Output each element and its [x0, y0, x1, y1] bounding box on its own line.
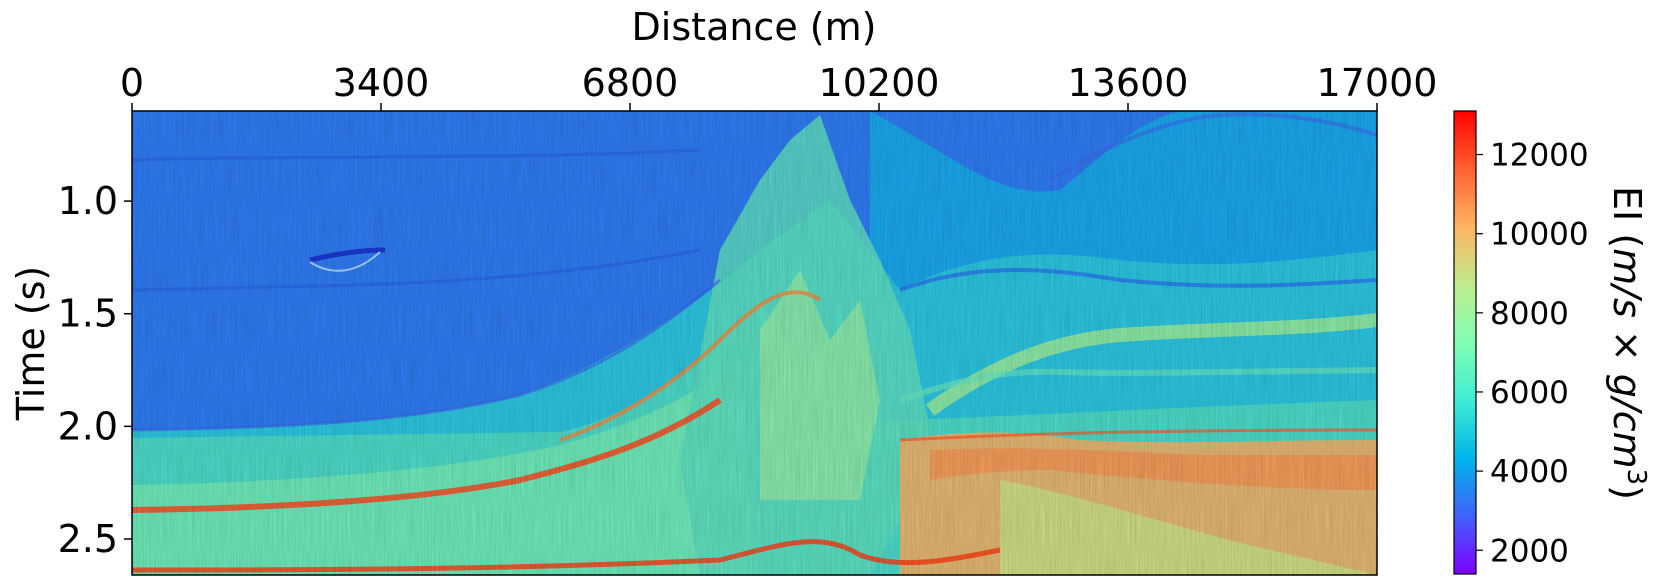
colorbar-tick-label: 8000	[1490, 296, 1569, 332]
x-tick-label: 10200	[819, 61, 940, 105]
colorbar-label-close: )	[1605, 485, 1649, 500]
colorbar-tick-label: 4000	[1490, 454, 1569, 490]
x-tick-label: 3400	[333, 61, 430, 105]
heatmap-grain	[132, 111, 1377, 575]
x-axis-ticks: 0 3400 6800 10200 13600 17000	[120, 61, 1438, 111]
plot-frame	[131, 110, 1378, 576]
colorbar-gradient	[1453, 110, 1477, 575]
colorbar-label-plain: EI (	[1605, 186, 1649, 248]
heatmap-plot	[132, 111, 1377, 575]
x-tick-label: 17000	[1317, 61, 1438, 105]
y-axis-ticks: 1.0 1.5 2.0 2.5	[58, 179, 132, 561]
x-tick-label: 0	[120, 61, 144, 105]
x-axis-label: Distance (m)	[632, 5, 877, 49]
colorbar-tick-label: 2000	[1490, 533, 1569, 569]
y-tick-label: 2.5	[58, 517, 118, 561]
y-tick-label: 1.5	[58, 292, 118, 336]
x-tick-label: 6800	[582, 61, 679, 105]
y-axis-label: Time (s)	[9, 266, 53, 422]
y-tick-label: 1.0	[58, 179, 118, 223]
colorbar-tick-label: 6000	[1490, 375, 1569, 411]
colorbar-label-sup: 3	[1621, 469, 1651, 486]
colorbar: 2000 4000 6000 8000 10000 12000 EI (m/s × g/c…	[1453, 110, 1651, 575]
colorbar-label: EI (m/s × g/cm3)	[1605, 186, 1651, 500]
colorbar-ticks: 2000 4000 6000 8000 10000 12000	[1476, 138, 1589, 569]
colorbar-label-math: m/s × g/cm	[1605, 248, 1649, 468]
y-tick-label: 2.0	[58, 404, 118, 448]
x-tick-label: 13600	[1068, 61, 1189, 105]
colorbar-tick-label: 12000	[1490, 138, 1589, 174]
colorbar-tick-label: 10000	[1490, 217, 1589, 253]
